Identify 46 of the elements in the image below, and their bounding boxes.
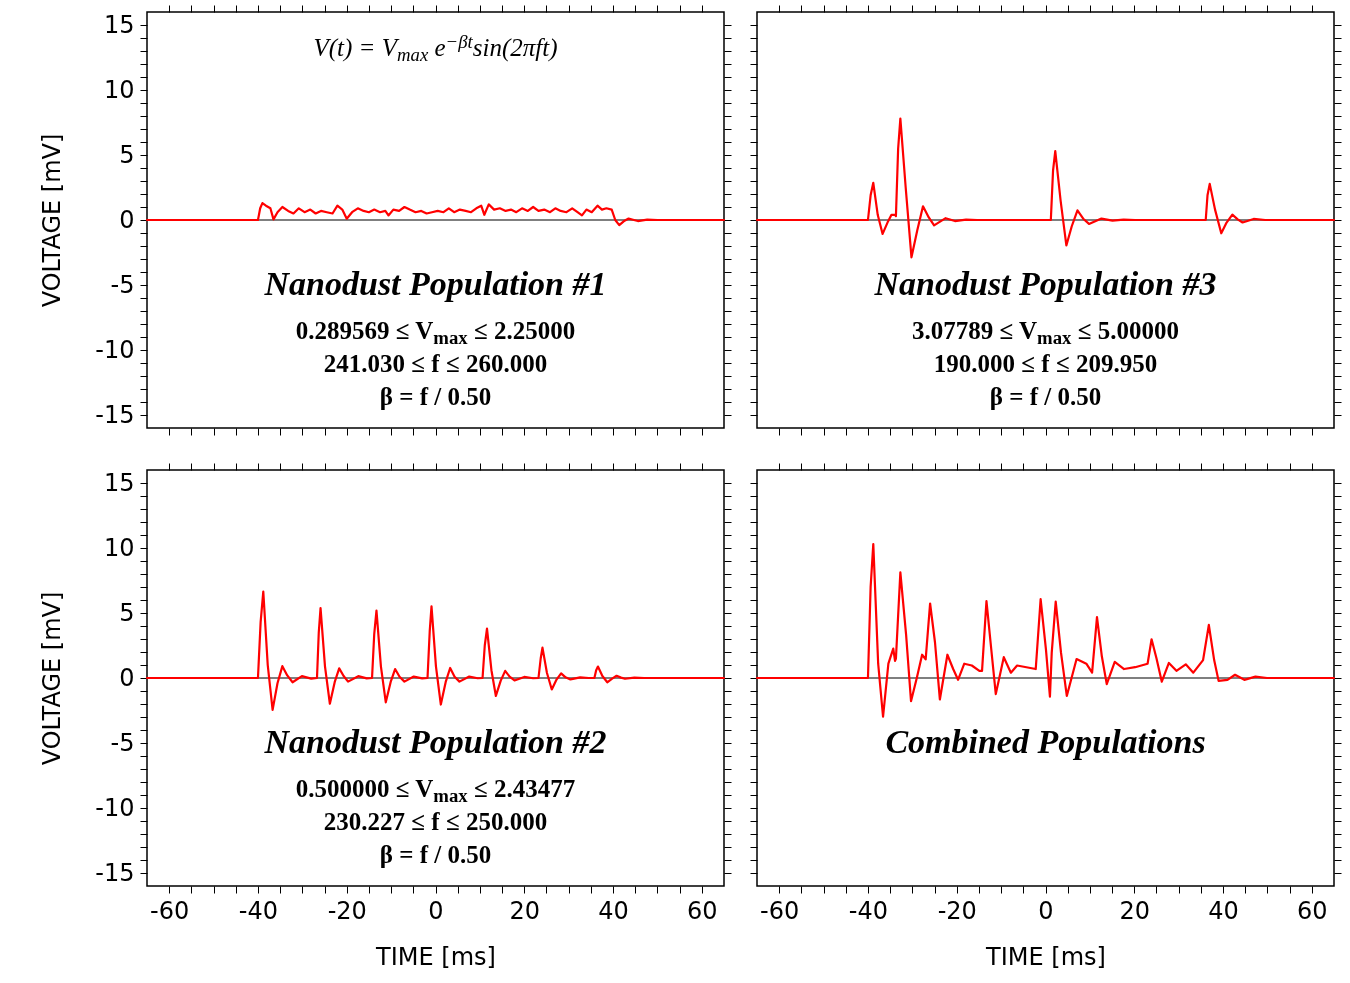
y-tick-label: -15	[95, 400, 135, 429]
y-axis-title: VOLTAGE [mV]	[38, 133, 67, 308]
y-tick-label: -10	[95, 335, 135, 364]
y-tick-label: 0	[119, 205, 135, 234]
y-tick-label: 10	[103, 75, 135, 104]
y-tick-label: -15	[95, 858, 135, 887]
x-tick-label: -60	[150, 896, 190, 925]
y-tick-label: 5	[119, 598, 135, 627]
annotation: 0.289569 ≤ V$_{max}$ ≤ 2.25000	[295, 317, 576, 348]
text: Nanodust Population #1	[263, 265, 607, 302]
annotation: β = f / 0.50	[379, 841, 492, 868]
y-tick-label: -10	[95, 793, 135, 822]
x-tick-label: 40	[598, 896, 629, 925]
x-tick-label: -20	[327, 896, 367, 925]
y-tick-label: 10	[103, 533, 135, 562]
text: Nanodust Population #3	[873, 265, 1217, 302]
x-tick-label: 60	[687, 896, 718, 925]
x-axis-title: TIME [ms]	[985, 942, 1106, 971]
text: V(t) = V$_{max}$ e$^{−βt}$sin(2πft)	[313, 31, 558, 65]
y-tick-label: -5	[110, 728, 135, 757]
annotation: 3.07789 ≤ V$_{max}$ ≤ 5.00000	[912, 317, 1179, 348]
x-tick-label: 20	[509, 896, 541, 925]
y-tick-label: -5	[110, 270, 135, 299]
annotation: β = f / 0.50	[989, 383, 1102, 410]
y-tick-label: 0	[119, 663, 135, 692]
x-axis-title: TIME [ms]	[375, 942, 496, 971]
x-tick-label: 0	[1038, 896, 1054, 925]
text: Nanodust Population #2	[263, 723, 607, 760]
annotation: 0.500000 ≤ V$_{max}$ ≤ 2.43477	[295, 775, 576, 806]
x-tick-label: -40	[238, 896, 279, 925]
annotation: 190.000 ≤ f ≤ 209.950	[933, 350, 1158, 377]
y-tick-label: 15	[103, 468, 135, 497]
x-tick-label: 20	[1119, 896, 1151, 925]
y-tick-label: 5	[119, 140, 135, 169]
x-tick-label: 60	[1297, 896, 1328, 925]
y-tick-label: 15	[103, 10, 135, 39]
y-axis-title: VOLTAGE [mV]	[38, 591, 67, 766]
annotation: 241.030 ≤ f ≤ 260.000	[323, 350, 548, 377]
x-tick-label: 40	[1208, 896, 1239, 925]
annotation: 230.227 ≤ f ≤ 250.000	[323, 808, 548, 835]
text: Combined Populations	[885, 723, 1206, 760]
x-tick-label: 0	[428, 896, 444, 925]
x-tick-label: -60	[760, 896, 800, 925]
annotation: β = f / 0.50	[379, 383, 492, 410]
x-tick-label: -40	[848, 896, 889, 925]
x-tick-label: -20	[937, 896, 977, 925]
